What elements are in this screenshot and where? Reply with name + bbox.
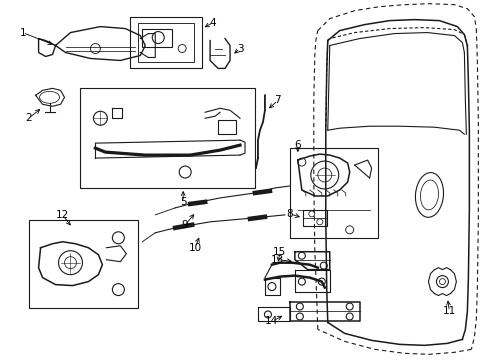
Text: 13: 13 xyxy=(271,255,285,265)
Text: 2: 2 xyxy=(25,113,32,123)
Text: 5: 5 xyxy=(180,197,187,207)
Text: 11: 11 xyxy=(443,306,456,316)
Text: 3: 3 xyxy=(237,44,244,54)
Text: 8: 8 xyxy=(287,209,293,219)
Text: 14: 14 xyxy=(265,316,278,327)
Bar xyxy=(138,23,194,62)
Bar xyxy=(142,28,172,46)
Bar xyxy=(290,148,378,238)
Text: 9: 9 xyxy=(182,220,189,230)
Text: 12: 12 xyxy=(56,210,69,220)
Bar xyxy=(303,210,327,226)
Text: 7: 7 xyxy=(274,95,281,105)
Text: 6: 6 xyxy=(294,140,301,150)
Text: 15: 15 xyxy=(273,247,287,257)
Text: 10: 10 xyxy=(189,243,202,253)
Bar xyxy=(28,220,138,307)
Bar xyxy=(80,88,255,188)
Bar xyxy=(218,120,236,134)
Text: 4: 4 xyxy=(210,18,217,28)
Text: 1: 1 xyxy=(19,28,26,37)
Bar xyxy=(130,17,202,68)
